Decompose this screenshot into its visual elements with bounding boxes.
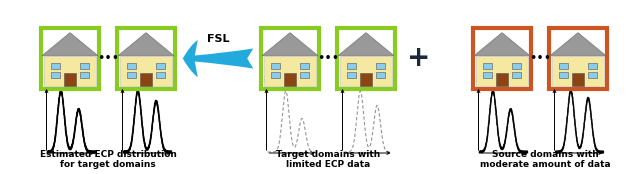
Text: ECPs 1: ECPs 1 <box>264 76 290 85</box>
Bar <box>496 73 508 86</box>
Bar <box>156 63 164 69</box>
Polygon shape <box>118 33 174 56</box>
Bar <box>588 72 596 78</box>
Bar <box>64 73 76 86</box>
Bar <box>284 73 296 86</box>
Bar <box>117 28 175 89</box>
Bar <box>127 72 136 78</box>
Bar <box>376 63 385 69</box>
Polygon shape <box>474 33 530 56</box>
Bar <box>264 56 316 86</box>
Text: •••: ••• <box>97 52 119 65</box>
Bar <box>588 63 596 69</box>
Text: ECPs $L_s$: ECPs $L_s$ <box>552 73 582 85</box>
Text: •••: ••• <box>529 52 551 65</box>
Bar <box>552 56 604 86</box>
Bar <box>120 56 172 86</box>
Bar <box>513 72 521 78</box>
Text: +: + <box>407 45 431 73</box>
Bar <box>127 63 136 69</box>
Bar <box>476 56 528 86</box>
Text: ECPs 1: ECPs 1 <box>45 76 70 85</box>
Bar <box>261 28 319 89</box>
Bar <box>156 72 164 78</box>
Bar <box>473 28 531 89</box>
Text: ECPs 1: ECPs 1 <box>477 76 502 85</box>
Bar <box>271 63 280 69</box>
Bar <box>44 56 96 86</box>
Bar <box>51 72 60 78</box>
Bar <box>348 63 356 69</box>
Text: •••: ••• <box>317 52 339 65</box>
Bar <box>360 73 372 86</box>
Bar <box>513 63 521 69</box>
Bar <box>300 63 308 69</box>
Polygon shape <box>42 33 98 56</box>
Text: Target domains with
limited ECP data: Target domains with limited ECP data <box>276 150 380 169</box>
Bar <box>483 63 492 69</box>
Bar <box>271 72 280 78</box>
Bar <box>51 63 60 69</box>
Bar <box>340 56 392 86</box>
Bar <box>337 28 395 89</box>
Bar <box>376 72 385 78</box>
Bar <box>572 73 584 86</box>
Bar <box>81 72 89 78</box>
Text: ECPs $L_t$: ECPs $L_t$ <box>120 73 150 85</box>
Bar <box>483 72 492 78</box>
Polygon shape <box>338 33 394 56</box>
Bar <box>300 72 308 78</box>
Bar <box>559 63 568 69</box>
Polygon shape <box>550 33 606 56</box>
Bar <box>549 28 607 89</box>
Bar <box>348 72 356 78</box>
Bar <box>140 73 152 86</box>
Text: Estimated ECP distribution
for target domains: Estimated ECP distribution for target do… <box>40 150 177 169</box>
Text: FSL: FSL <box>207 34 229 45</box>
Bar <box>81 63 89 69</box>
Bar <box>41 28 99 89</box>
Text: Source domains with
moderate amount of data: Source domains with moderate amount of d… <box>480 150 611 169</box>
Text: ECPs $L_t$: ECPs $L_t$ <box>340 73 370 85</box>
Polygon shape <box>262 33 318 56</box>
Bar <box>559 72 568 78</box>
